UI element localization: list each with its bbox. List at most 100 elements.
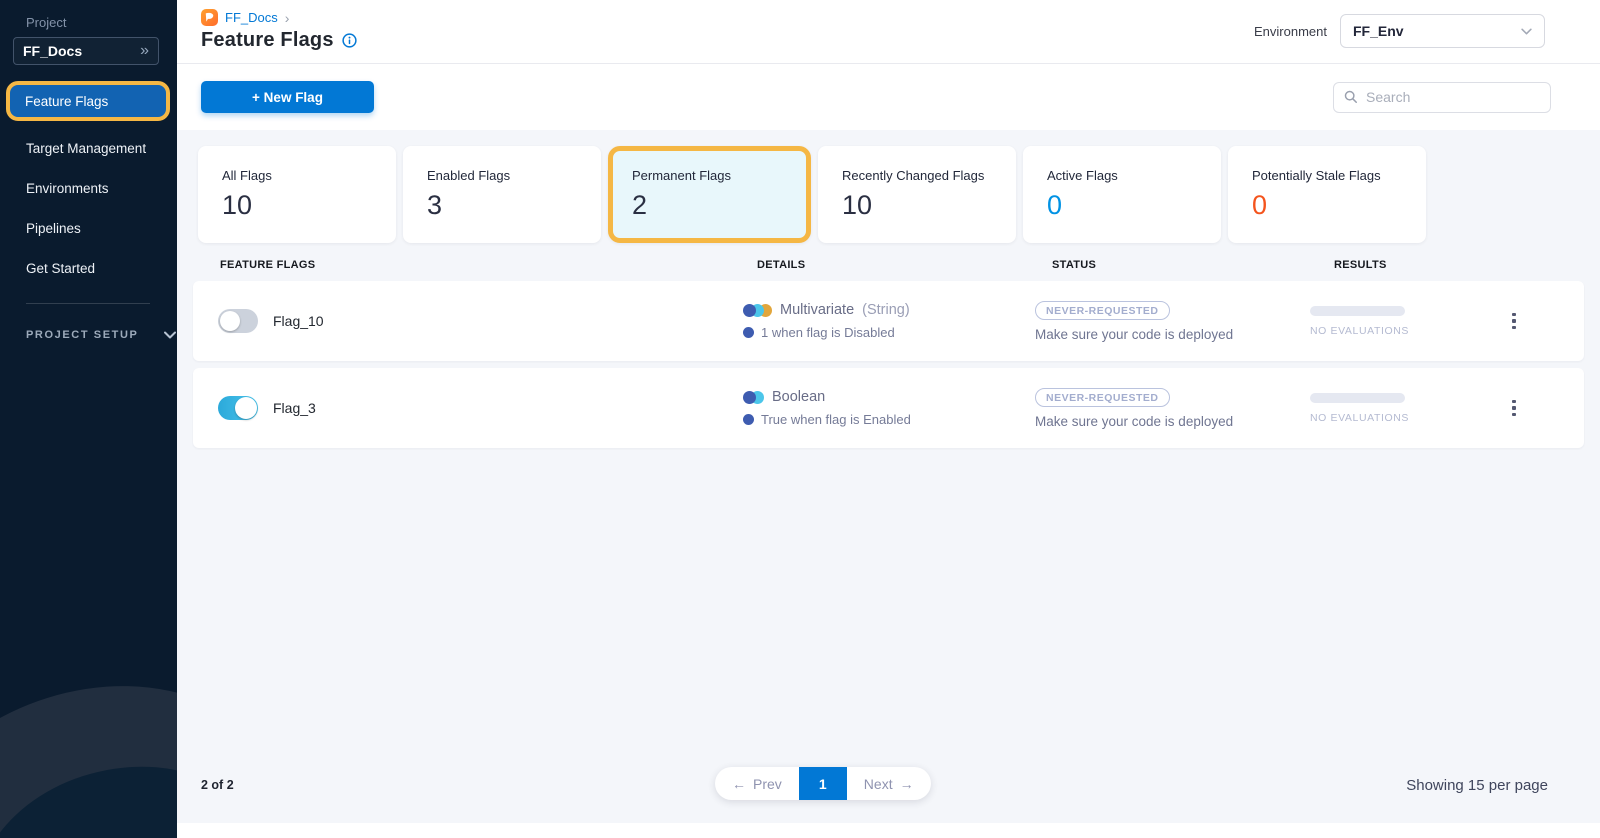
search-input[interactable] bbox=[1366, 89, 1540, 105]
stat-value: 10 bbox=[842, 190, 873, 220]
breadcrumb-project-link[interactable]: FF_Docs bbox=[225, 10, 278, 25]
stats-row: All Flags 10 Enabled Flags 3 Permanent F… bbox=[198, 146, 1426, 243]
flag-toggle-off[interactable] bbox=[218, 309, 258, 333]
status-badge: NEVER-REQUESTED bbox=[1035, 300, 1170, 320]
flag-type-label: Boolean bbox=[772, 389, 826, 405]
search-icon bbox=[1344, 90, 1358, 104]
project-selector[interactable]: FF_Docs » bbox=[13, 37, 159, 65]
stat-card-enabled-flags[interactable]: Enabled Flags 3 bbox=[403, 146, 601, 243]
status-text: Make sure your code is deployed bbox=[1035, 326, 1234, 342]
arrow-right-icon: → bbox=[899, 775, 914, 792]
sidebar-item-feature-flags[interactable]: Feature Flags bbox=[6, 81, 170, 121]
project-setup-label: PROJECT SETUP bbox=[26, 329, 139, 341]
sidebar-item-get-started[interactable]: Get Started bbox=[0, 248, 177, 288]
feature-flags-module-icon bbox=[201, 9, 218, 26]
flag-name[interactable]: Flag_3 bbox=[273, 400, 316, 416]
sidebar-item-environments[interactable]: Environments bbox=[0, 168, 177, 208]
double-chevron-icon[interactable]: » bbox=[140, 42, 149, 59]
footer-bar: 2 of 2 ← Prev 1 Next → Showing 15 per pa… bbox=[177, 759, 1600, 823]
project-label: Project bbox=[26, 15, 67, 30]
next-button[interactable]: Next → bbox=[847, 767, 931, 800]
environment-value: FF_Env bbox=[1353, 23, 1404, 39]
default-rule-text: 1 when flag is Disabled bbox=[761, 325, 895, 340]
status-text: Make sure your code is deployed bbox=[1035, 413, 1234, 429]
column-header-details: DETAILS bbox=[757, 259, 806, 271]
flag-name[interactable]: Flag_10 bbox=[273, 313, 324, 329]
chevron-down-icon bbox=[1521, 28, 1532, 35]
stat-value: 2 bbox=[632, 190, 648, 220]
stat-value: 0 bbox=[1252, 190, 1268, 220]
multivariate-type-icon bbox=[743, 303, 772, 317]
default-rule-text: True when flag is Enabled bbox=[761, 412, 911, 427]
project-name: FF_Docs bbox=[23, 43, 83, 59]
stat-label: All Flags bbox=[222, 168, 272, 183]
variation-dot-icon bbox=[743, 414, 754, 425]
stat-label: Active Flags bbox=[1047, 168, 1118, 183]
stat-label: Recently Changed Flags bbox=[842, 168, 985, 183]
flag-type-label: Multivariate bbox=[780, 302, 855, 318]
evaluations-label: NO EVALUATIONS bbox=[1310, 324, 1410, 337]
main-area: FF_Docs › Feature Flags Environment FF_E… bbox=[177, 0, 1600, 838]
prev-label: Prev bbox=[753, 775, 782, 792]
sidebar-item-label: Environments bbox=[26, 180, 109, 196]
page-header: FF_Docs › Feature Flags Environment FF_E… bbox=[177, 0, 1600, 63]
breadcrumb: FF_Docs › bbox=[201, 9, 1576, 26]
table-row[interactable]: Flag_10 Multivariate (String) 1 when fla… bbox=[193, 281, 1584, 361]
boolean-type-icon bbox=[743, 390, 764, 404]
stat-label: Enabled Flags bbox=[427, 168, 511, 183]
sidebar-project-setup[interactable]: PROJECT SETUP bbox=[0, 329, 177, 341]
page-size-text: Showing 15 per page bbox=[1406, 776, 1548, 794]
table-row[interactable]: Flag_3 Boolean True when flag is Enabled… bbox=[193, 368, 1584, 448]
page-title: Feature Flags bbox=[201, 29, 334, 51]
sidebar: Project FF_Docs » Feature Flags Target M… bbox=[0, 0, 177, 838]
info-icon[interactable] bbox=[342, 33, 357, 48]
flag-toggle-on[interactable] bbox=[218, 396, 258, 420]
status-badge: NEVER-REQUESTED bbox=[1035, 387, 1170, 407]
breadcrumb-separator-icon: › bbox=[284, 9, 290, 26]
bottom-gutter bbox=[177, 823, 1600, 838]
stat-value: 10 bbox=[222, 190, 253, 220]
stat-card-active-flags[interactable]: Active Flags 0 bbox=[1023, 146, 1221, 243]
sidebar-divider bbox=[26, 303, 150, 304]
chevron-down-icon bbox=[163, 331, 176, 339]
page-number-button[interactable]: 1 bbox=[798, 767, 847, 800]
column-header-results: RESULTS bbox=[1334, 259, 1387, 271]
column-header-feature-flags: FEATURE FLAGS bbox=[220, 259, 316, 271]
sidebar-item-pipelines[interactable]: Pipelines bbox=[0, 208, 177, 248]
column-header-status: STATUS bbox=[1052, 259, 1097, 271]
toggle-knob bbox=[235, 397, 257, 419]
arrow-left-icon: ← bbox=[732, 775, 746, 792]
stat-label: Permanent Flags bbox=[632, 168, 731, 183]
row-count-text: 2 of 2 bbox=[201, 778, 234, 792]
toggle-knob bbox=[220, 311, 240, 331]
stat-label: Potentially Stale Flags bbox=[1252, 168, 1381, 183]
flag-type-detail: (String) bbox=[862, 302, 910, 318]
kebab-menu-icon[interactable] bbox=[1506, 394, 1522, 423]
table-header: FEATURE FLAGS DETAILS STATUS RESULTS bbox=[193, 259, 1584, 271]
prev-button[interactable]: ← Prev bbox=[715, 767, 799, 800]
next-label: Next bbox=[863, 775, 893, 792]
new-flag-button[interactable]: + New Flag bbox=[201, 81, 374, 113]
evaluations-bar bbox=[1310, 392, 1405, 403]
stat-card-all-flags[interactable]: All Flags 10 bbox=[198, 146, 396, 243]
stat-card-permanent-flags[interactable]: Permanent Flags 2 bbox=[608, 146, 811, 243]
header-divider bbox=[177, 63, 1600, 64]
pagination: ← Prev 1 Next → bbox=[715, 767, 931, 800]
stat-value: 3 bbox=[427, 190, 443, 220]
sidebar-item-label: Feature Flags bbox=[25, 93, 109, 109]
environment-select[interactable]: FF_Env bbox=[1340, 14, 1545, 48]
stat-card-potentially-stale-flags[interactable]: Potentially Stale Flags 0 bbox=[1228, 146, 1426, 243]
sidebar-item-label: Get Started bbox=[26, 260, 96, 276]
sidebar-nav: Feature Flags Target Management Environm… bbox=[0, 81, 177, 288]
variation-dot-icon bbox=[743, 327, 754, 338]
stat-card-recently-changed-flags[interactable]: Recently Changed Flags 10 bbox=[818, 146, 1016, 243]
kebab-menu-icon[interactable] bbox=[1506, 307, 1522, 336]
environment-selector-group: Environment FF_Env bbox=[1254, 14, 1545, 48]
content-area: All Flags 10 Enabled Flags 3 Permanent F… bbox=[177, 130, 1600, 823]
sidebar-item-target-management[interactable]: Target Management bbox=[0, 128, 177, 168]
evaluations-label: NO EVALUATIONS bbox=[1310, 411, 1410, 424]
evaluations-bar bbox=[1310, 305, 1405, 316]
stat-value: 0 bbox=[1047, 190, 1063, 220]
sidebar-item-label: Target Management bbox=[26, 140, 147, 156]
